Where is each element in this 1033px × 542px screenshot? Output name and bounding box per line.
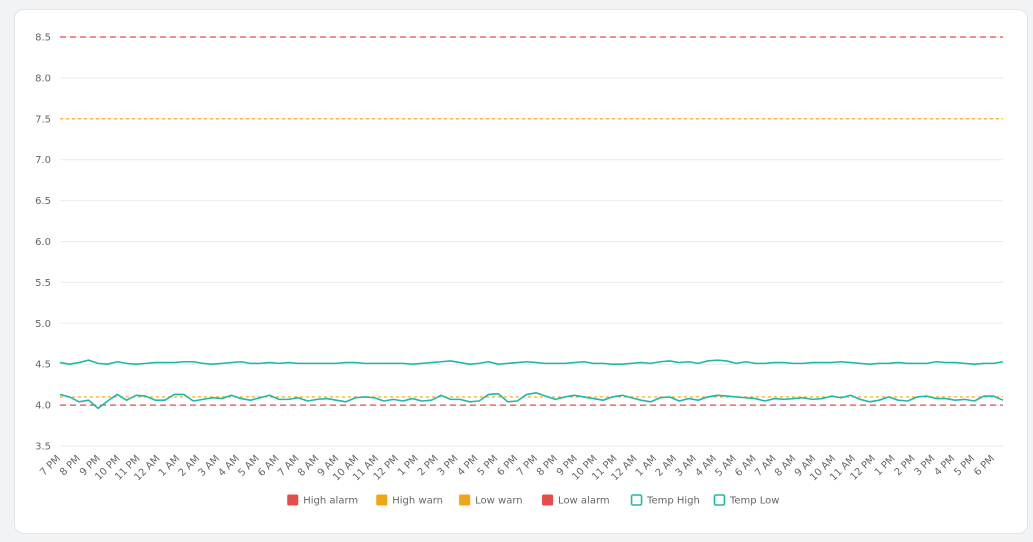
legend-item: Low alarm [542,494,610,507]
x-tick-label: 2 AM [654,453,679,478]
x-tick-label: 3 PM [436,453,461,478]
x-tick-label: 1 PM [873,453,898,478]
x-tick-label: 8 AM [773,453,798,478]
x-tick-label: 7 AM [753,453,778,478]
x-tick-label: 2 AM [177,453,202,478]
legend-label: Temp High [646,496,700,507]
legend-item: Low warn [459,494,523,507]
y-tick-label: 4.0 [35,401,51,412]
legend: High alarm High warn Low warn Low alarm Temp… [287,494,780,507]
legend-swatch [459,494,471,506]
x-tick-label: 3 AM [197,453,222,478]
legend-label: High alarm [303,496,358,507]
x-tick-label: 6 AM [256,453,281,478]
x-tick-label: 1 PM [396,453,421,478]
y-tick-label: 8.5 [35,33,51,44]
legend-swatch [713,494,726,506]
x-tick-label: 7 PM [515,453,540,478]
legend-item: Temp High [630,494,700,507]
x-tick-label: 5 AM [236,453,261,478]
x-tick-label: 1 AM [634,453,659,478]
legend-swatch [630,494,643,506]
y-tick-label: 5.5 [35,278,51,289]
legend-label: Temp Low [729,496,780,507]
x-tick-label: 4 PM [456,453,481,478]
legend-label: Low warn [475,496,522,507]
x-tick-label: 3 AM [674,453,699,478]
x-tick-label: 8 PM [58,453,83,478]
y-tick-label: 7.5 [35,114,51,125]
series-line [59,392,1004,410]
legend-swatch [287,494,299,506]
y-axis-ticks: 3.5 4.0 4.5 5.0 5.5 6.0 6.5 7.0 7.5 8.0 8.5 [35,33,51,453]
legend-item: High warn [376,494,443,507]
legend-swatch [376,494,388,506]
y-tick-label: 4.5 [35,360,51,371]
x-tick-label: 4 PM [932,453,957,478]
threshold-lines [60,36,1003,406]
x-tick-label: 2 PM [893,453,918,478]
x-tick-label: 2 PM [416,453,441,478]
x-tick-label: 5 PM [952,453,977,478]
y-tick-label: 3.5 [35,442,51,453]
legend-item: Temp Low [713,494,780,507]
series-lines [59,359,1004,410]
grid-lines [60,36,1003,447]
x-tick-label: 4 AM [693,453,718,478]
y-tick-label: 8.0 [35,73,51,84]
legend-label: High warn [392,496,443,507]
x-tick-label: 5 AM [713,453,738,478]
x-tick-label: 6 PM [495,453,520,478]
y-tick-label: 5.0 [35,319,51,330]
x-tick-label: 7 PM [38,453,63,478]
x-tick-label: 8 AM [296,453,321,478]
legend-item: High alarm [287,494,358,507]
x-tick-label: 3 PM [913,453,938,478]
legend-swatch [542,494,554,506]
y-tick-label: 7.0 [35,155,51,166]
x-tick-label: 6 AM [733,453,758,478]
x-tick-label: 4 AM [217,453,242,478]
series-line [59,359,1004,366]
x-tick-label: 7 AM [276,453,301,478]
x-tick-label: 5 PM [475,453,500,478]
y-tick-label: 6.5 [35,196,51,207]
legend-label: Low alarm [558,496,610,507]
x-tick-label: 6 PM [972,453,997,478]
y-tick-label: 6.0 [35,237,51,248]
x-tick-label: 8 PM [535,453,560,478]
x-tick-label: 1 AM [157,453,182,478]
